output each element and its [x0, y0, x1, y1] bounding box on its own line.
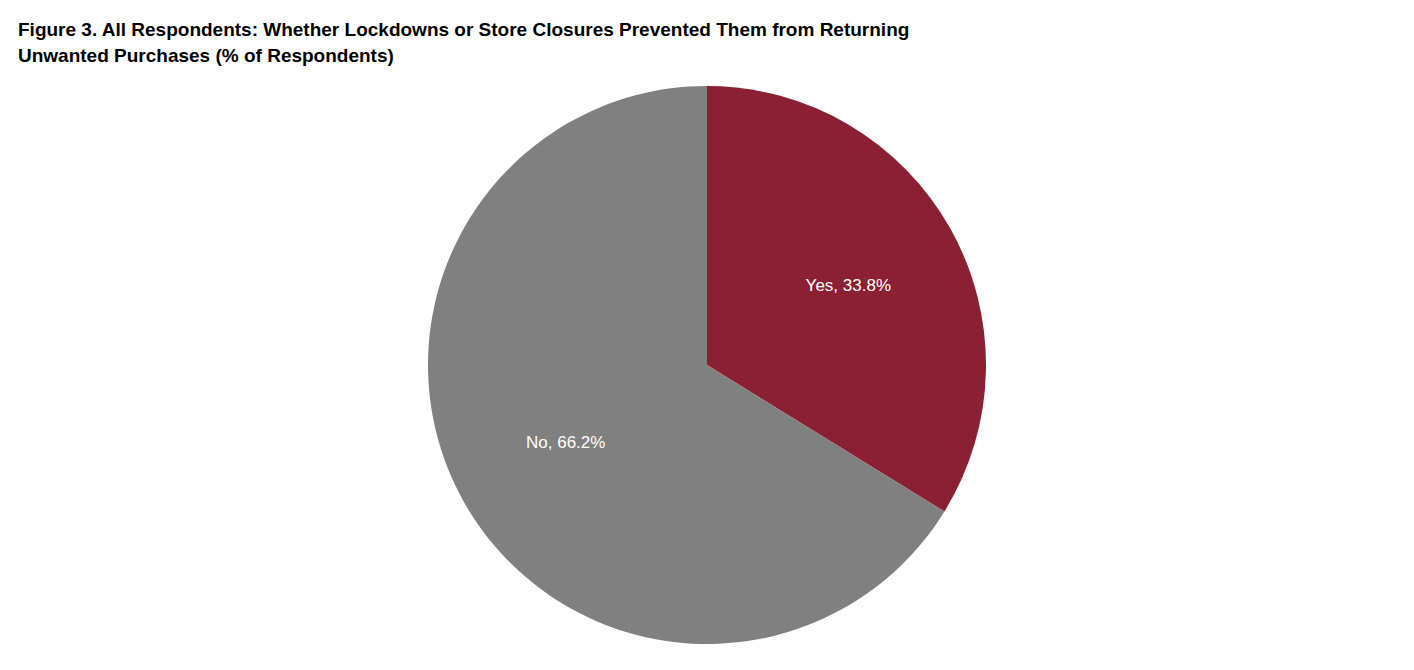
data-label: No, 66.2% — [526, 433, 605, 452]
pie — [428, 86, 986, 644]
data-label: Yes, 33.8% — [806, 276, 891, 295]
chart-canvas: Figure 3. All Respondents: Whether Lockd… — [0, 0, 1414, 670]
pie-slice — [428, 86, 944, 644]
title-group: Figure 3. All Respondents: Whether Lockd… — [18, 19, 909, 66]
title: Figure 3. All Respondents: Whether Lockd… — [18, 19, 909, 40]
subtitle: Unwanted Purchases (% of Respondents) — [18, 45, 394, 66]
data-labels: Yes, 33.8% No, 66.2% — [526, 276, 891, 453]
